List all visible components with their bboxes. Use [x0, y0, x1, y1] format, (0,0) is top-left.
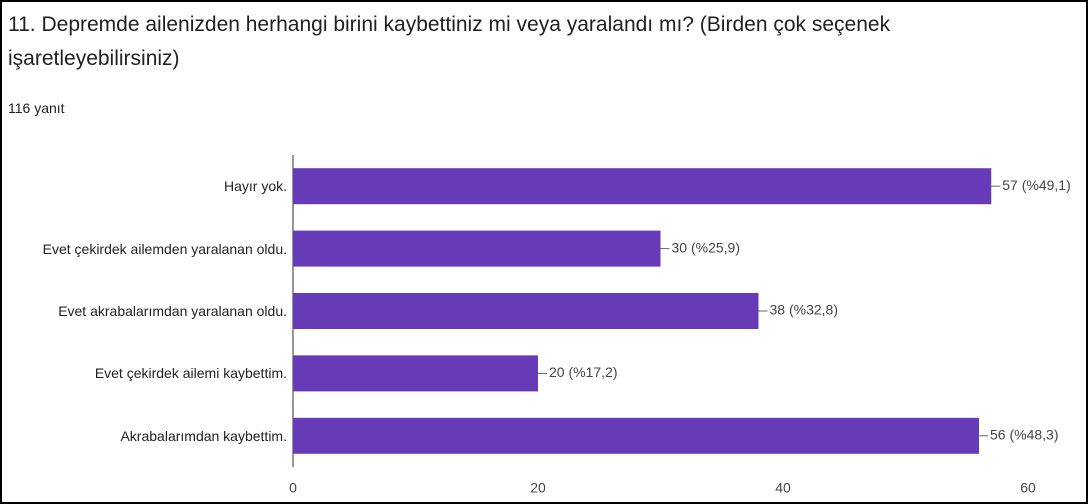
x-tick-label: 0	[289, 480, 297, 496]
bar	[293, 230, 661, 267]
response-count: 116 yanıt	[8, 100, 65, 116]
value-label: 38 (%32,8)	[770, 302, 838, 318]
chart-title: 11. Depremde ailenizden herhangi birini …	[8, 13, 891, 70]
value-label: 56 (%48,3)	[990, 427, 1058, 443]
value-label: 57 (%49,1)	[1002, 177, 1070, 193]
category-label: Hayır yok.	[223, 178, 287, 195]
value-label: 20 (%17,2)	[549, 364, 617, 380]
bar	[293, 293, 759, 329]
category-label: Evet akrabalarımdan yaralanan oldu.	[58, 303, 287, 319]
x-tick-label: 20	[530, 480, 546, 496]
category-label: Akrabalarımdan kaybettim.	[120, 427, 287, 444]
x-tick-label: 60	[1020, 480, 1036, 496]
bar	[293, 168, 992, 205]
bar	[293, 417, 979, 454]
category-label: Evet çekirdek ailemden yaralanan oldu.	[42, 240, 287, 257]
x-tick-label: 40	[775, 480, 791, 496]
bar	[293, 355, 538, 392]
category-label: Evet çekirdek ailemi kaybettim.	[94, 365, 287, 382]
value-label: 30 (%25,9)	[672, 239, 740, 255]
